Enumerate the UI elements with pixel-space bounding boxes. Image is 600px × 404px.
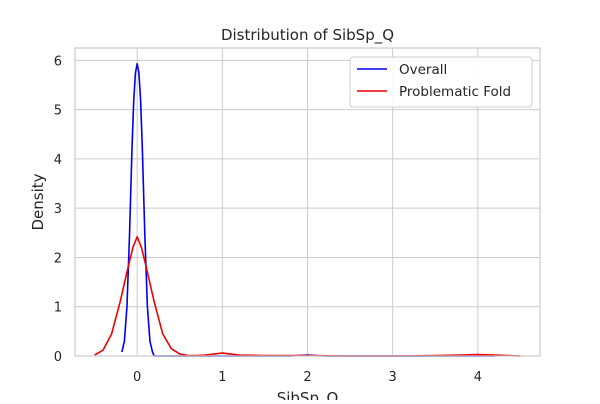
legend: Overall Problematic Fold	[349, 56, 533, 108]
grid-layer	[75, 48, 540, 357]
x-tick-label: 0	[133, 370, 141, 385]
x-axis-label: SibSp_Q	[277, 389, 339, 400]
legend-label-overall: Overall	[399, 62, 447, 78]
y-tick-label: 5	[54, 104, 62, 119]
ticks-layer: 0 1 2 3 4 0 1 2 3 4 5 6	[54, 54, 482, 385]
legend-box	[349, 56, 533, 108]
x-tick-label: 1	[218, 370, 226, 385]
chart-title: Distribution of SibSp_Q	[221, 26, 394, 45]
y-tick-label: 2	[54, 251, 62, 266]
y-axis-label: Density	[29, 173, 47, 230]
y-tick-label: 0	[54, 350, 62, 365]
x-tick-label: 3	[389, 370, 397, 385]
y-tick-label: 3	[54, 202, 62, 217]
x-tick-label: 4	[474, 370, 482, 385]
y-tick-label: 1	[54, 301, 62, 316]
y-tick-label: 6	[54, 54, 62, 69]
y-tick-label: 4	[54, 153, 62, 168]
legend-label-problematic-fold: Problematic Fold	[399, 84, 511, 100]
x-tick-label: 2	[303, 370, 311, 385]
plot-frame	[74, 47, 541, 357]
